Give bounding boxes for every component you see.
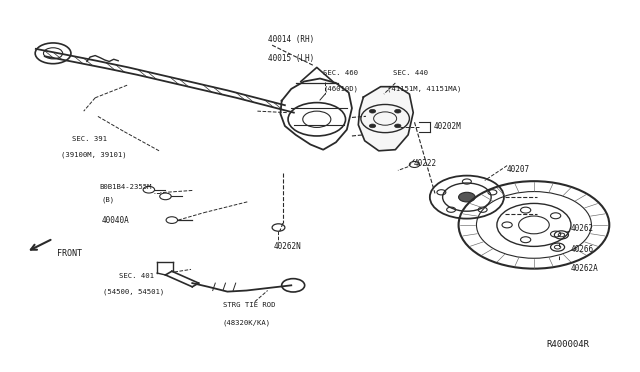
Text: SEC. 401: SEC. 401 (119, 273, 154, 279)
Circle shape (395, 124, 401, 128)
Text: (39100M, 39101): (39100M, 39101) (61, 152, 127, 158)
Text: 40207: 40207 (507, 165, 530, 174)
Text: (48320K/KA): (48320K/KA) (223, 319, 271, 326)
Text: SEC. 391: SEC. 391 (72, 135, 108, 142)
Text: 40262A: 40262A (570, 264, 598, 273)
Text: R400004R: R400004R (547, 340, 589, 349)
Text: SEC. 440: SEC. 440 (394, 70, 428, 76)
Text: (41151M, 41151MA): (41151M, 41151MA) (387, 86, 461, 92)
Circle shape (369, 109, 376, 113)
Text: B0B1B4-2355M: B0B1B4-2355M (100, 184, 152, 190)
Text: 40015 (LH): 40015 (LH) (268, 54, 314, 62)
Text: 40222: 40222 (414, 158, 437, 167)
Text: (B): (B) (102, 197, 115, 203)
Text: 40202M: 40202M (434, 122, 461, 131)
Text: (54500, 54501): (54500, 54501) (103, 288, 164, 295)
Text: FRONT: FRONT (57, 249, 82, 258)
Circle shape (369, 124, 376, 128)
Text: SEC. 460: SEC. 460 (323, 70, 358, 76)
Polygon shape (358, 87, 413, 151)
Circle shape (395, 109, 401, 113)
Text: STRG TIE ROD: STRG TIE ROD (223, 302, 275, 308)
Text: 40040A: 40040A (102, 216, 129, 225)
Text: 40014 (RH): 40014 (RH) (268, 35, 314, 44)
Text: (46010D): (46010D) (323, 86, 358, 92)
Text: 40266: 40266 (570, 244, 593, 253)
Text: 40262N: 40262N (274, 241, 302, 250)
Text: 40262: 40262 (570, 224, 593, 233)
Circle shape (459, 192, 475, 202)
